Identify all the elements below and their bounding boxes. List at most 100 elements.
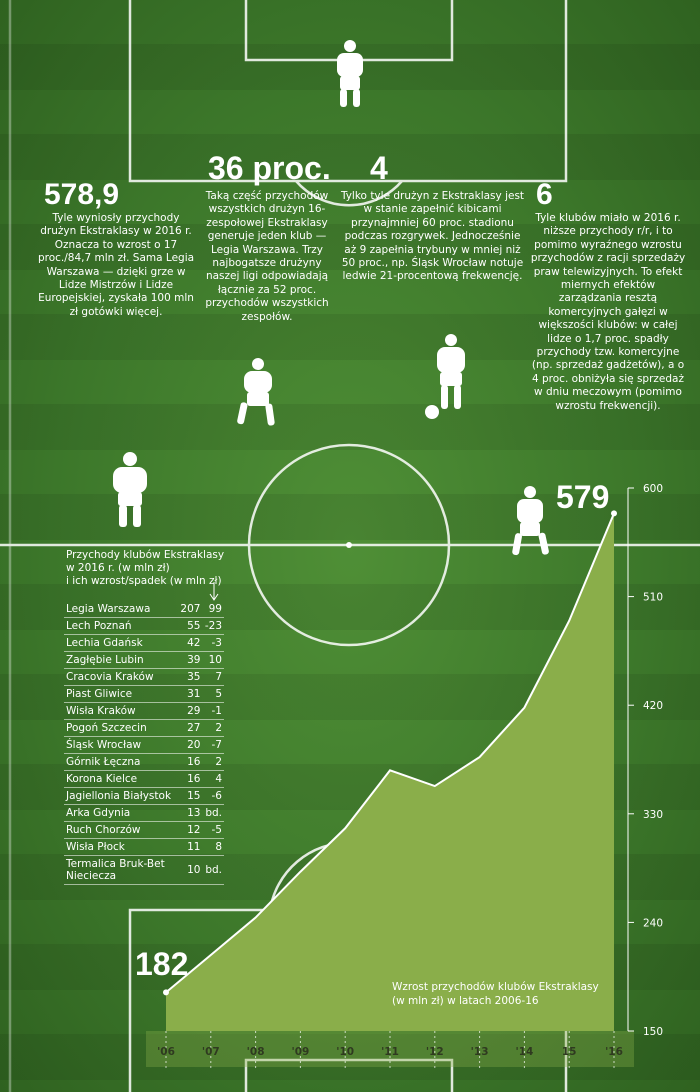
player-icon	[437, 334, 465, 409]
club-revenue: 42	[178, 634, 203, 652]
revenue-area	[166, 513, 614, 1031]
club-change: 7	[202, 668, 224, 686]
club-revenue: 10	[178, 855, 203, 885]
stat-text-attendance: Tylko tyle drużyn z Ekstraklasy jest w s…	[340, 190, 525, 283]
x-tick-label: '10	[336, 1046, 354, 1058]
club-revenue: 15	[178, 787, 203, 805]
table-row: Termalica Bruk-Bet Nieciecza 10 bd.	[64, 855, 224, 885]
y-tick-label: 330	[643, 809, 663, 821]
club-name: Piast Gliwice	[64, 685, 178, 703]
club-change: bd.	[202, 804, 224, 822]
club-change: -7	[202, 736, 224, 754]
stat-text-revenue: Tyle wyniosły przychody drużyn Ekstrakla…	[37, 212, 195, 318]
x-tick-label: '06	[157, 1046, 175, 1058]
club-name: Pogoń Szczecin	[64, 719, 178, 737]
revenue-line	[165, 512, 615, 994]
club-revenue: 29	[178, 702, 203, 720]
club-revenue: 31	[178, 685, 203, 703]
club-change: 2	[202, 719, 224, 737]
club-change: -3	[202, 634, 224, 652]
club-revenue: 55	[178, 617, 203, 635]
club-change: 8	[202, 838, 224, 856]
x-tick-label: '14	[515, 1046, 533, 1058]
table-row: Korona Kielce 16 4	[64, 770, 224, 788]
club-change: bd.	[202, 855, 224, 885]
table-row: Śląsk Wrocław 20 -7	[64, 736, 224, 754]
table-title-line: Przychody klubów Ekstraklasy	[66, 549, 225, 561]
stat-text-share: Taką część przychodów wszystkich drużyn …	[205, 190, 329, 323]
table-title-line: w 2016 r. (w mln zł)	[66, 562, 170, 574]
x-tick-label: '08	[247, 1046, 265, 1058]
club-revenue: 20	[178, 736, 203, 754]
goal-box-bottom	[244, 1058, 454, 1092]
center-circle	[247, 443, 451, 647]
club-revenue: 39	[178, 651, 203, 669]
club-change: -23	[202, 617, 224, 635]
stat-number-revenue: 578,9	[44, 178, 120, 211]
table-row: Piast Gliwice 31 5	[64, 685, 224, 703]
x-axis-ticks: '06 '07 '08 '09 '10 '11 '12 '13 '14 15 '16	[157, 1046, 623, 1058]
club-revenue: 12	[178, 821, 203, 839]
table-title-line: i ich wzrost/spadek (w mln zł)	[66, 575, 222, 587]
club-name: Korona Kielce	[64, 770, 178, 788]
club-change: -5	[202, 821, 224, 839]
penalty-box-top	[128, 0, 568, 183]
stat-number-lower-revenue: 6	[536, 178, 553, 211]
data-point	[611, 510, 617, 517]
table-row: Wisła Płock 11 8	[64, 838, 224, 856]
chart-caption-line-1: Wzrost przychodów klubów Ekstraklasy	[392, 981, 599, 993]
y-tick-label: 510	[643, 592, 663, 604]
x-tick-label: '07	[202, 1046, 220, 1058]
table-row: Legia Warszawa 207 99	[64, 601, 224, 618]
club-change: -1	[202, 702, 224, 720]
table-row: Górnik Łęczna 16 2	[64, 753, 224, 771]
club-name: Arka Gdynia	[64, 804, 178, 822]
player-icon	[512, 486, 549, 556]
table-row: Jagiellonia Białystok 15 -6	[64, 787, 224, 805]
x-tick-label: '16	[605, 1046, 623, 1058]
club-name: Wisła Płock	[64, 838, 178, 856]
club-revenue: 35	[178, 668, 203, 686]
penalty-arc-top	[295, 180, 403, 207]
club-revenue: 11	[178, 838, 203, 856]
player-icon	[237, 358, 275, 426]
club-name: Śląsk Wrocław	[64, 736, 178, 754]
table-row: Arka Gdynia 13 bd.	[64, 804, 224, 822]
club-name: Cracovia Kraków	[64, 668, 178, 686]
table-row: Zagłębie Lubin 39 10	[64, 651, 224, 669]
club-revenue: 16	[178, 753, 203, 771]
club-name: Lech Poznań	[64, 617, 178, 635]
player-icon	[337, 40, 363, 107]
y-tick-label: 150	[643, 1026, 663, 1038]
club-change: 5	[202, 685, 224, 703]
ball-icon	[425, 405, 439, 419]
table-title: Przychody klubów Ekstraklasy w 2016 r. (…	[66, 549, 224, 588]
club-name: Ruch Chorzów	[64, 821, 178, 839]
club-name: Zagłębie Lubin	[64, 651, 178, 669]
table-row: Lech Poznań 55 -23	[64, 617, 224, 635]
stat-number-share: 36 proc.	[208, 150, 331, 186]
club-revenue: 16	[178, 770, 203, 788]
table-row: Wisła Kraków 29 -1	[64, 702, 224, 720]
y-tick-label: 420	[643, 700, 663, 712]
x-tick-label: '11	[381, 1046, 399, 1058]
club-revenue-table: Legia Warszawa 207 99 Lech Poznań 55 -23 Lechi…	[64, 601, 224, 885]
chart-grid	[146, 487, 634, 1068]
y-axis-ticks: 150 240 330 420 510 600	[643, 483, 663, 1038]
data-point	[163, 989, 169, 996]
club-change: 99	[202, 601, 224, 618]
club-revenue: 13	[178, 804, 203, 822]
x-tick-label: '09	[291, 1046, 309, 1058]
club-name: Lechia Gdańsk	[64, 634, 178, 652]
center-spot	[346, 542, 352, 548]
club-name: Wisła Kraków	[64, 702, 178, 720]
end-value-label: 579	[556, 479, 609, 515]
club-change: 2	[202, 753, 224, 771]
chart-caption-line-2: (w mln zł) w latach 2006-16	[392, 995, 539, 1007]
club-change: -6	[202, 787, 224, 805]
stat-number-clubs-attendance: 4	[370, 150, 388, 186]
player-icon	[113, 452, 147, 527]
y-tick-label: 600	[643, 483, 663, 495]
